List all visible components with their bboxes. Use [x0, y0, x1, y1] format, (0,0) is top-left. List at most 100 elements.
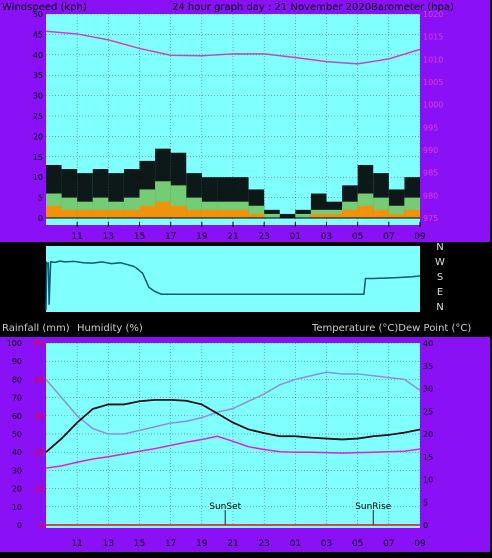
wind-bar [310, 213, 327, 218]
wind-bar [342, 209, 358, 218]
time-label-bottom: 09 [414, 539, 426, 549]
direction-tick-label: 0 [39, 307, 43, 315]
barometer-tick-label: 1020 [423, 10, 443, 19]
temperature-tick-label: 30 [423, 385, 433, 394]
direction-tick-label: 270 [30, 260, 43, 268]
time-label-bottom: 19 [196, 539, 208, 549]
wind-tick-label: 5 [38, 194, 43, 203]
chart-dynamic-layer: 0510152025303540455097598098599099510001… [7, 10, 445, 549]
humidity-tick-label: 90 [12, 357, 22, 366]
direction-tick-label: 180 [30, 276, 43, 284]
rainfall-tick-label: 20 [34, 448, 44, 457]
time-label-top: 09 [414, 232, 426, 242]
wind-bar [123, 209, 140, 218]
time-label-bottom: 03 [321, 539, 332, 549]
temperature-dewpoint-axis-label: Temperature (°C)Dew Point (°C) [311, 323, 471, 334]
humidity-tick-label: 0 [17, 521, 22, 530]
wind-bar [186, 209, 202, 218]
direction-tick-label: 45 [34, 299, 43, 307]
barometer-tick-label: 1000 [423, 101, 443, 110]
temperature-tick-label: 40 [423, 339, 433, 348]
header-title: 24 hour graph day : 21 November 2020 [172, 2, 371, 13]
wind-bar [388, 213, 405, 218]
wind-bar [264, 213, 280, 218]
rainfall-tick-label: 30 [34, 412, 44, 421]
time-label-bottom: 11 [71, 539, 82, 549]
barometer-tick-label: 980 [423, 191, 438, 200]
wind-tick-label: 20 [33, 132, 43, 141]
temperature-tick-label: 0 [423, 521, 428, 530]
time-label-top: 15 [134, 232, 145, 242]
compass-label: S [437, 272, 443, 283]
wind-bar [77, 209, 93, 218]
direction-tick-label: 90 [34, 291, 43, 299]
barometer-tick-label: 990 [423, 146, 438, 155]
wind-bar [108, 209, 124, 218]
sun-marker-label: SunRise [355, 502, 392, 512]
humidity-line [45, 371, 421, 435]
time-label-top: 21 [227, 232, 238, 242]
time-label-top: 11 [71, 232, 82, 242]
rainfall-axis-label: Rainfall (mm) [2, 323, 70, 334]
wind-bar [373, 209, 389, 218]
compass-label: W [435, 257, 445, 268]
rainfall-tick-label: 40 [34, 375, 44, 384]
compass-label: E [437, 287, 443, 298]
wind-bar [326, 213, 343, 218]
wind-tick-label: 10 [33, 173, 43, 182]
time-label-bottom: 17 [165, 539, 176, 549]
compass-label: N [436, 242, 443, 253]
temperature-tick-label: 20 [423, 430, 433, 439]
wind-bar [404, 209, 420, 218]
wind-tick-label: 45 [33, 30, 43, 39]
humidity-tick-label: 20 [12, 485, 22, 494]
rainfall-tick-label: 50 [34, 339, 44, 348]
temperature-line [45, 398, 421, 453]
humidity-tick-label: 50 [12, 430, 22, 439]
time-label-top: 05 [352, 232, 363, 242]
time-label-bottom: 07 [383, 539, 394, 549]
header-barometer-label: Barometer (hpa) [371, 2, 454, 13]
wind-tick-label: 40 [33, 51, 43, 60]
temperature-tick-label: 15 [423, 453, 433, 462]
temperature-tick-label: 35 [423, 362, 433, 371]
barometer-tick-label: 995 [423, 123, 438, 132]
barometer-tick-label: 975 [423, 214, 438, 223]
time-label-top: 01 [290, 232, 301, 242]
compass-label: N [436, 302, 443, 313]
direction-tick-label: 225 [30, 268, 43, 276]
humidity-axis-label: Humidity (%) [77, 323, 143, 334]
wind-bar [92, 209, 109, 218]
wind-bar [279, 213, 296, 218]
wind-bar [170, 205, 187, 218]
time-label-bottom: 13 [103, 539, 114, 549]
wind-tick-label: 15 [33, 153, 43, 162]
time-label-top: 17 [165, 232, 176, 242]
rainfall-tick-label: 0 [39, 521, 44, 530]
humidity-tick-label: 10 [12, 503, 22, 512]
wind-bar [295, 213, 311, 218]
time-label-top: 13 [103, 232, 114, 242]
time-label-bottom: 15 [134, 539, 145, 549]
wind-tick-label: 35 [33, 71, 43, 80]
wind-bar [61, 209, 78, 218]
wind-bar [46, 205, 62, 218]
humidity-tick-label: 60 [12, 412, 22, 421]
direction-line [45, 260, 421, 311]
time-label-bottom: 21 [227, 539, 238, 549]
barometer-tick-label: 1015 [423, 33, 443, 42]
wind-tick-label: 0 [38, 214, 43, 223]
barometer-tick-label: 1010 [423, 55, 443, 64]
humidity-tick-label: 30 [12, 466, 22, 475]
temperature-tick-label: 10 [423, 476, 433, 485]
wind-tick-label: 30 [33, 92, 43, 101]
wind-tick-label: 25 [33, 112, 43, 121]
temperature-tick-label: 25 [423, 407, 433, 416]
wind-bar [357, 205, 374, 218]
humidity-tick-label: 80 [12, 375, 22, 384]
time-label-top: 19 [196, 232, 208, 242]
wind-bar [233, 209, 249, 218]
time-label-top: 23 [258, 232, 269, 242]
